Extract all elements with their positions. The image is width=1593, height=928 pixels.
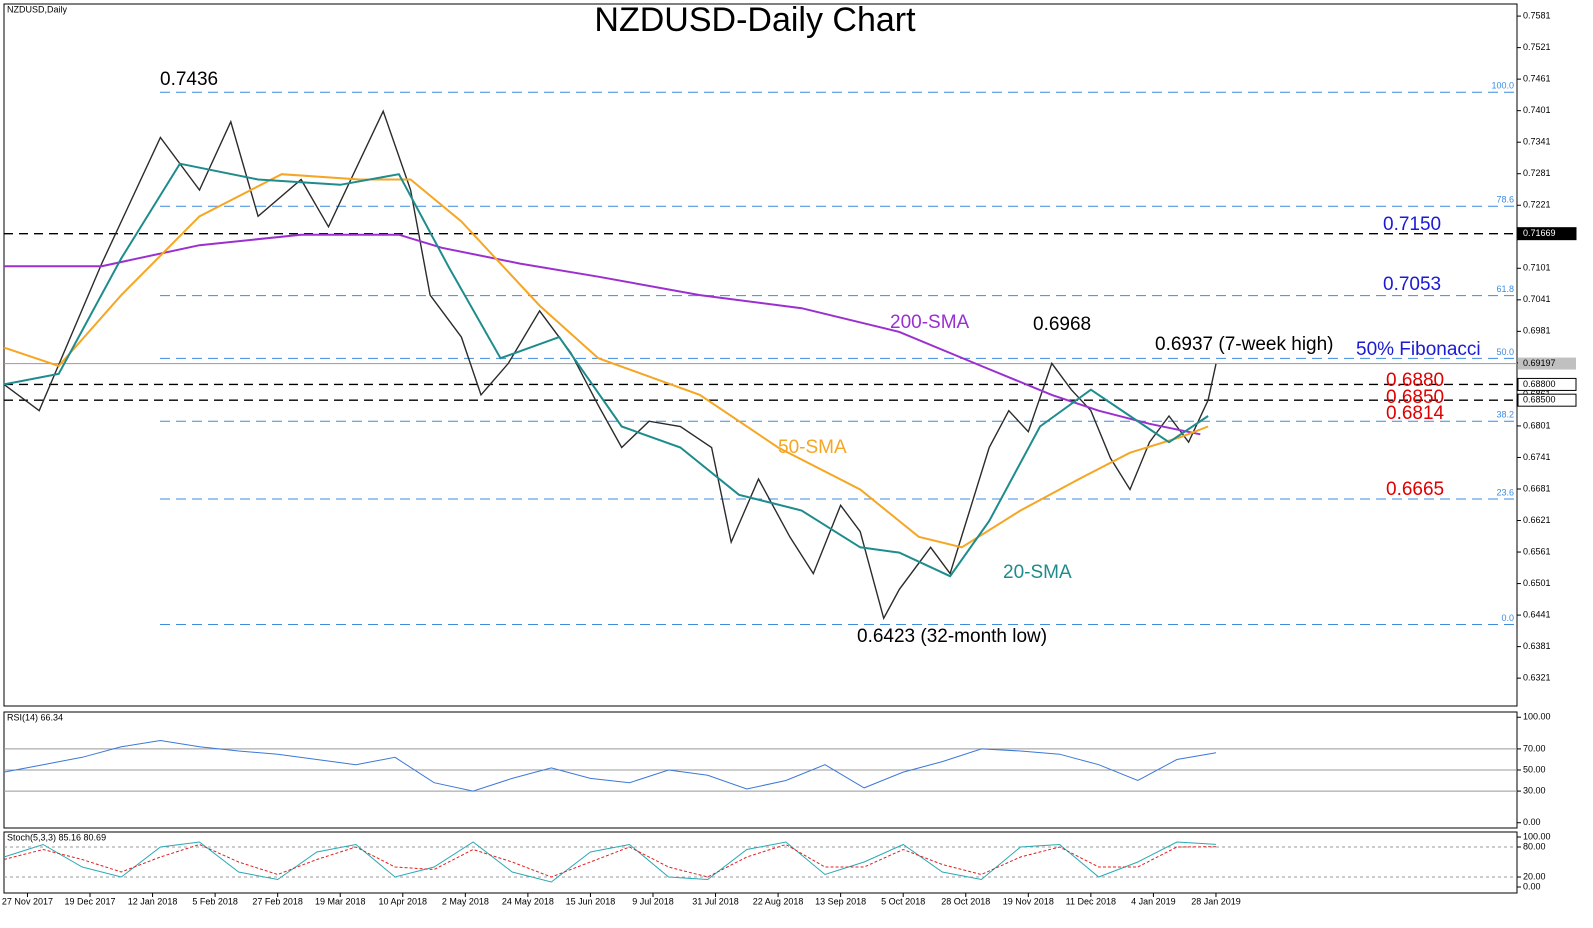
x-tick-label: 10 Apr 2018 (379, 896, 428, 906)
y-tick-label: 0.6981 (1523, 326, 1551, 336)
level-label: 0.68800 (1523, 379, 1556, 389)
x-tick-label: 11 Dec 2018 (1066, 896, 1116, 906)
fib-label: 50.0 (1496, 347, 1514, 357)
y-tick-label: 0.6741 (1523, 452, 1551, 462)
last-price-tag (1518, 357, 1576, 370)
x-tick-label: 31 Jul 2018 (692, 896, 739, 906)
x-tick-label: 22 Aug 2018 (753, 896, 804, 906)
x-tick-label: 28 Jan 2019 (1191, 896, 1241, 906)
x-tick-label: 28 Oct 2018 (941, 896, 990, 906)
panel-label: Stoch(5,3,3) 85.16 80.69 (7, 832, 106, 842)
annotation: 200-SMA (890, 312, 970, 333)
x-tick-label: 24 May 2018 (502, 896, 554, 906)
x-tick-label: 5 Feb 2018 (192, 896, 238, 906)
y-tick-label: 0.7221 (1523, 200, 1551, 210)
y-tick-label: 0.7401 (1523, 105, 1551, 115)
annotation: 20-SMA (1003, 562, 1072, 583)
y-tick-label: 0.6801 (1523, 420, 1551, 430)
fib-label: 100.0 (1491, 81, 1514, 91)
y-tick-label: 0.6381 (1523, 641, 1551, 651)
last-price-label: 0.69197 (1523, 358, 1556, 368)
y-tick-label: 0.00 (1523, 881, 1541, 891)
x-tick-label: 2 May 2018 (442, 896, 489, 906)
y-tick-label: 80.00 (1523, 841, 1546, 851)
x-tick-label: 19 Dec 2017 (64, 896, 115, 906)
x-tick-label: 5 Oct 2018 (881, 896, 925, 906)
fib-label: 78.6 (1496, 195, 1514, 205)
fib-label: 38.2 (1496, 410, 1514, 420)
x-tick-label: 27 Nov 2017 (2, 896, 53, 906)
series-line (3, 843, 1217, 878)
y-tick-label: 100.00 (1523, 831, 1551, 841)
x-tick-label: 19 Nov 2018 (1003, 896, 1054, 906)
level-tag (1517, 227, 1577, 241)
level-tag (1517, 393, 1577, 407)
y-tick-label: 0.7581 (1523, 10, 1551, 20)
x-tick-label: 12 Jan 2018 (128, 896, 178, 906)
series-line (3, 739, 1217, 792)
level-label: 0.68500 (1523, 395, 1556, 405)
annotation: 0.6423 (32-month low) (857, 626, 1047, 647)
stoch-panel (3, 831, 1518, 894)
y-tick-label: 0.7341 (1523, 137, 1551, 147)
annotation: 0.6665 (1386, 479, 1444, 500)
y-tick-label: 20.00 (1523, 871, 1546, 881)
annotation: 0.6814 (1386, 403, 1445, 424)
y-tick-label: 0.7461 (1523, 74, 1551, 84)
fib-label: 0.0 (1501, 613, 1514, 623)
annotation: 0.7053 (1383, 274, 1441, 295)
panel-label: NZDUSD,Daily (7, 4, 68, 14)
x-tick-label: 15 Jun 2018 (566, 896, 616, 906)
y-tick-label: 100.00 (1523, 712, 1551, 722)
y-tick-label: 0.7101 (1523, 263, 1551, 273)
annotation: 50% Fibonacci (1356, 339, 1481, 360)
series-line (3, 109, 1217, 621)
fib-label: 61.8 (1496, 284, 1514, 294)
annotation: 0.6850 (1386, 387, 1444, 408)
chart-title: NZDUSD-Daily Chart (594, 1, 916, 39)
annotation: 0.6937 (7-week high) (1155, 334, 1334, 355)
annotation: 50-SMA (778, 437, 847, 458)
series-line (3, 162, 1209, 578)
x-tick-label: 4 Jan 2019 (1131, 896, 1176, 906)
x-tick-label: 13 Sep 2018 (815, 896, 866, 906)
y-tick-label: 0.6321 (1523, 673, 1551, 683)
level-label: 0.71669 (1523, 228, 1556, 238)
y-tick-label: 0.6681 (1523, 483, 1551, 493)
main-panel (3, 3, 1518, 707)
annotation: 0.7436 (160, 69, 218, 90)
y-tick-label: 0.7521 (1523, 42, 1551, 52)
y-tick-label: 30.00 (1523, 785, 1546, 795)
level-tag (1517, 377, 1577, 391)
y-tick-label: 70.00 (1523, 743, 1546, 753)
panel-label: RSI(14) 66.34 (7, 712, 63, 722)
annotation: 0.6968 (1033, 314, 1091, 335)
annotation: 0.7150 (1383, 214, 1441, 235)
x-tick-label: 27 Feb 2018 (252, 896, 303, 906)
y-tick-label: 0.7281 (1523, 168, 1551, 178)
y-tick-label: 0.00 (1523, 817, 1541, 827)
series-line (3, 173, 1209, 549)
series-line (4, 233, 1201, 436)
x-tick-label: 19 Mar 2018 (315, 896, 366, 906)
y-tick-label: 0.6441 (1523, 609, 1551, 619)
y-tick-label: 0.6561 (1523, 546, 1551, 556)
y-tick-label: 0.7041 (1523, 294, 1551, 304)
y-tick-label: 0.6501 (1523, 578, 1551, 588)
x-tick-label: 9 Jul 2018 (632, 896, 674, 906)
y-tick-label: 50.00 (1523, 764, 1546, 774)
fib-label: 23.6 (1496, 487, 1514, 497)
annotation: 0.6880 (1386, 370, 1444, 391)
y-tick-label: 0.6621 (1523, 515, 1551, 525)
